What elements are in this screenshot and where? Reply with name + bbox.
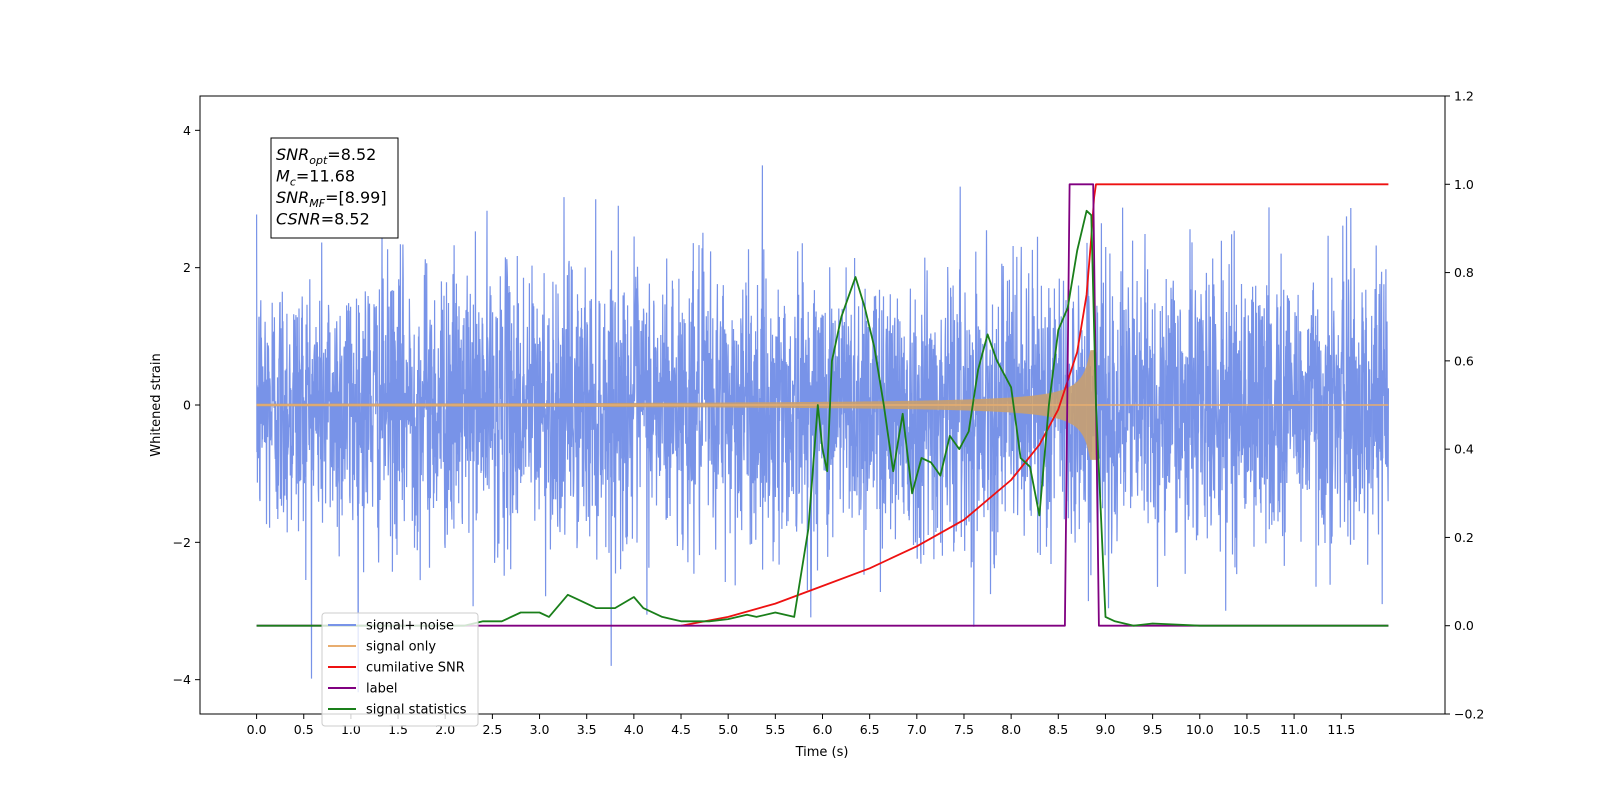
series-label-line — [256, 183, 1389, 627]
annotation-subscript: opt — [309, 154, 328, 167]
annotation-line: Mc=11.68 — [276, 167, 355, 189]
x-tick-label: 2.5 — [482, 722, 502, 737]
x-tick-label: 3.5 — [577, 722, 597, 737]
x-tick-label: 11.0 — [1280, 722, 1308, 737]
y-left-tick-label: 4 — [183, 123, 191, 138]
x-tick-label: 6.5 — [860, 722, 880, 737]
y-right-tick-label: −0.2 — [1454, 707, 1484, 722]
y-axis-left: 4 2 0 −2 −4 — [173, 123, 200, 687]
x-tick-label: 9.0 — [1096, 722, 1116, 737]
x-tick-label: 6.0 — [813, 722, 833, 737]
legend-box — [321, 612, 479, 727]
legend-label: signal only — [366, 640, 436, 655]
plot-area — [256, 165, 1389, 693]
y-axis-left-label: Whitened strain — [149, 353, 164, 456]
annotation-value: =[8.99] — [325, 188, 387, 207]
x-axis-label: Time (s) — [795, 745, 849, 760]
x-tick-label: 9.5 — [1143, 722, 1163, 737]
x-tick-label: 8.5 — [1048, 722, 1068, 737]
annotation-subscript: c — [290, 176, 296, 189]
annotation-line: SNRMF=[8.99] — [276, 188, 387, 210]
annotation-symbol: SNR — [276, 145, 309, 164]
annotation-value: =8.52 — [321, 210, 370, 229]
series-cumilative-snr-line — [680, 183, 1389, 627]
annotation-subscript: MF — [309, 197, 325, 210]
x-tick-label: 4.0 — [624, 722, 644, 737]
annotation-line: SNRopt=8.52 — [276, 145, 376, 167]
annotation-line: CSNR=8.52 — [276, 210, 370, 229]
annotation-value: =8.52 — [327, 145, 376, 164]
y-left-tick-label: 2 — [183, 260, 191, 275]
x-tick-label: 4.5 — [671, 722, 691, 737]
x-tick-label: 8.0 — [1001, 722, 1021, 737]
legend-label: cumilative SNR — [366, 661, 465, 676]
y-right-tick-label: 1.0 — [1454, 177, 1474, 192]
legend: signal+ noise signal only cumilative SNR la… — [321, 612, 479, 727]
y-left-tick-label: 0 — [183, 398, 191, 413]
y-right-tick-label: 0.2 — [1454, 530, 1474, 545]
x-tick-label: 3.0 — [530, 722, 550, 737]
legend-label: label — [366, 682, 397, 697]
y-right-tick-label: 1.2 — [1454, 89, 1474, 104]
y-right-tick-label: 0.4 — [1454, 442, 1474, 457]
annotation-symbol: SNR — [276, 188, 309, 207]
x-tick-label: 5.5 — [765, 722, 785, 737]
y-left-tick-label: −2 — [173, 535, 191, 550]
x-tick-label: 10.5 — [1233, 722, 1261, 737]
x-tick-label: 7.0 — [907, 722, 927, 737]
legend-label: signal+ noise — [366, 619, 454, 634]
annotation-symbol: M — [276, 167, 290, 186]
series-signal-noise-line — [256, 165, 1389, 693]
y-right-tick-label: 0.8 — [1454, 265, 1474, 280]
y-axis-right: 1.2 1.0 0.8 0.6 0.4 0.2 0.0 −0.2 — [1445, 89, 1484, 722]
x-tick-label: 10.0 — [1186, 722, 1214, 737]
annotation-symbol: CSNR — [276, 210, 321, 229]
annotation-box — [270, 137, 399, 239]
annotation-value: =11.68 — [296, 167, 355, 186]
y-right-tick-label: 0.0 — [1454, 618, 1474, 633]
x-tick-label: 0.0 — [247, 722, 267, 737]
y-right-tick-label: 0.6 — [1454, 353, 1474, 368]
x-axis: 0.0 0.5 1.0 1.5 2.0 2.5 3.0 3.5 4.0 4.5 5.0 5.5 6.0 6… — [247, 714, 1355, 737]
x-tick-label: 5.0 — [718, 722, 738, 737]
x-tick-label: 0.5 — [294, 722, 314, 737]
x-tick-label: 11.5 — [1327, 722, 1355, 737]
legend-label: signal statistics — [366, 703, 467, 718]
x-tick-label: 7.5 — [954, 722, 974, 737]
series-signal-statistics-line — [256, 209, 1389, 627]
y-left-tick-label: −4 — [173, 672, 191, 687]
